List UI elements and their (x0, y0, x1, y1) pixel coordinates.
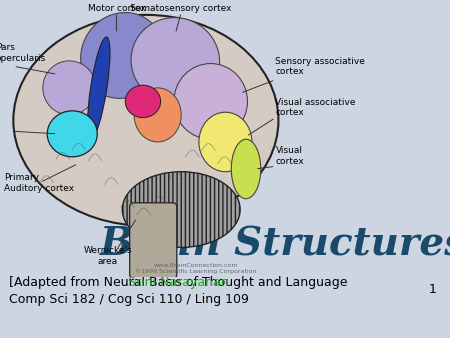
Text: Visual associative
cortex: Visual associative cortex (275, 98, 356, 117)
Ellipse shape (122, 172, 240, 247)
Text: 1: 1 (428, 283, 436, 296)
Ellipse shape (43, 61, 96, 115)
Text: Sensory associative
cortex: Sensory associative cortex (275, 57, 365, 76)
Ellipse shape (231, 139, 261, 199)
Text: [Adapted from Neural Basis of Thought and Language: [Adapted from Neural Basis of Thought an… (9, 276, 351, 289)
Text: Brain Structures: Brain Structures (100, 224, 450, 262)
Text: Somatosensory cortex: Somatosensory cortex (130, 4, 232, 13)
Ellipse shape (81, 13, 164, 98)
Ellipse shape (174, 64, 248, 139)
Text: Srini Narayanan: Srini Narayanan (128, 276, 229, 289)
Ellipse shape (88, 37, 110, 139)
Text: Visual
cortex: Visual cortex (275, 146, 304, 166)
Ellipse shape (134, 88, 181, 142)
Ellipse shape (131, 18, 220, 104)
Ellipse shape (199, 112, 252, 172)
Text: Pars
opercularis: Pars opercularis (0, 44, 46, 63)
FancyBboxPatch shape (130, 203, 177, 279)
Text: Primary
Auditory cortex: Primary Auditory cortex (4, 173, 75, 193)
Text: www.BrainConnection.com
©1999 Scientific Learning Corporation: www.BrainConnection.com ©1999 Scientific… (135, 263, 256, 274)
Circle shape (47, 111, 97, 157)
Circle shape (125, 85, 161, 118)
Text: Comp Sci 182 / Cog Sci 110 / Ling 109: Comp Sci 182 / Cog Sci 110 / Ling 109 (9, 293, 249, 306)
Text: Motor cortex: Motor cortex (88, 4, 145, 13)
Text: Wernicke's
area: Wernicke's area (83, 246, 132, 266)
Ellipse shape (14, 15, 279, 226)
